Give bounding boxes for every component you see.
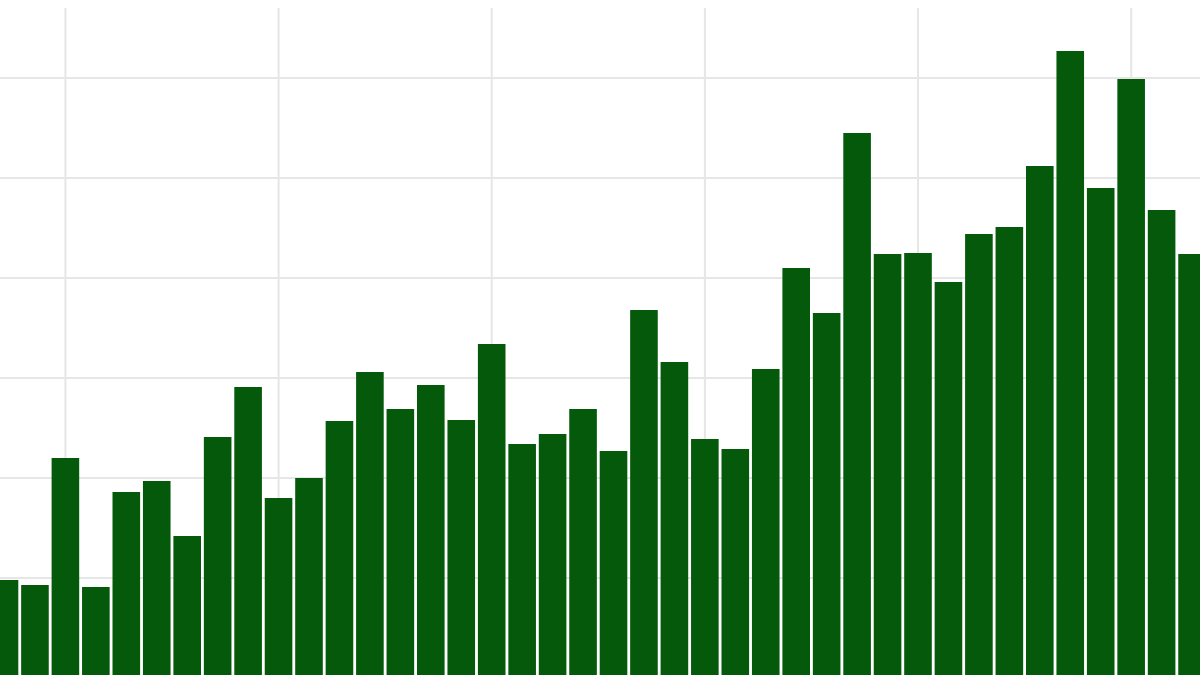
bar <box>1086 188 1115 675</box>
bar <box>173 536 201 675</box>
bar <box>1147 210 1176 675</box>
bar <box>721 449 750 675</box>
bar <box>112 492 141 675</box>
bar <box>812 313 841 675</box>
bar <box>873 254 902 675</box>
bar <box>477 344 506 675</box>
bar <box>660 362 689 675</box>
bar <box>599 451 628 675</box>
bar <box>1178 254 1200 675</box>
bar <box>1117 79 1145 675</box>
bar <box>538 434 567 675</box>
bar <box>904 253 932 675</box>
bar <box>447 420 476 675</box>
bar <box>82 587 110 675</box>
bar <box>782 268 810 675</box>
bar <box>295 478 323 675</box>
bar <box>325 421 354 675</box>
bar <box>965 234 993 675</box>
bar <box>203 437 232 675</box>
bar <box>1026 166 1054 675</box>
bar <box>995 227 1024 675</box>
bar <box>508 444 536 675</box>
bar <box>751 369 780 675</box>
bar <box>691 439 719 675</box>
bar <box>934 282 963 675</box>
bar <box>264 498 293 675</box>
bar <box>51 458 80 675</box>
bar <box>569 409 597 675</box>
bar <box>417 385 445 675</box>
bar <box>356 372 384 675</box>
bar <box>1056 51 1085 675</box>
bar <box>142 481 171 675</box>
bar <box>630 310 658 675</box>
bar <box>843 133 871 675</box>
bar <box>21 585 49 675</box>
bar <box>386 409 415 675</box>
bar <box>234 387 262 675</box>
bar <box>0 580 19 675</box>
